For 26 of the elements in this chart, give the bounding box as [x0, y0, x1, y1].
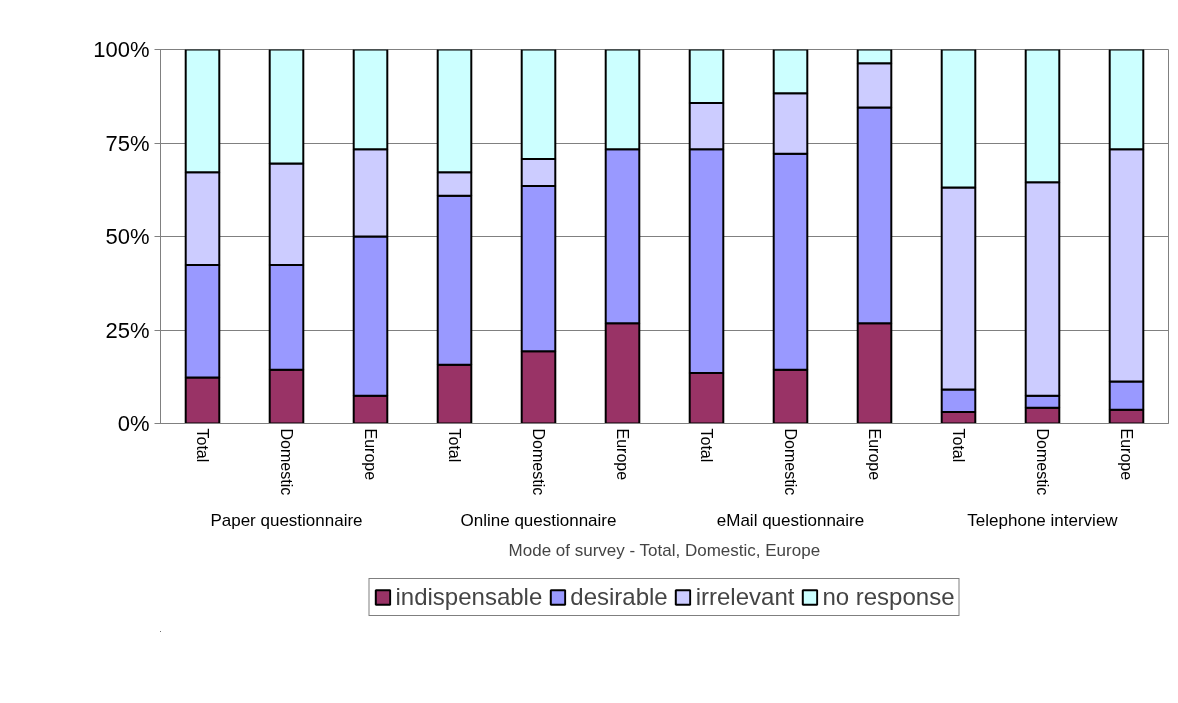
- x-tick-label: Total: [698, 428, 715, 463]
- legend-label: desirable: [570, 583, 668, 611]
- x-tick-label: Domestic: [782, 428, 799, 496]
- y-tick-label: 0%: [117, 411, 150, 436]
- x-tick-label: Europe: [866, 428, 883, 481]
- text: Paper questionnaire: [210, 510, 363, 530]
- x-tick-label: Domestic: [1034, 428, 1051, 496]
- text: eMail questionnaire: [716, 510, 865, 530]
- y-tick-label: 50%: [105, 224, 150, 249]
- text: Telephone interview: [967, 510, 1119, 530]
- x-tick-label: Domestic: [530, 428, 547, 496]
- y-tick-label: 100%: [93, 37, 150, 62]
- text: Online questionnaire: [460, 510, 617, 530]
- x-tick-label: Total: [950, 428, 967, 463]
- x-tick-label: Europe: [614, 428, 631, 481]
- y-tick-label: 25%: [105, 317, 150, 343]
- x-tick-label: Europe: [362, 428, 379, 481]
- legend-label: irrelevant: [695, 583, 795, 611]
- x-tick-label: Total: [194, 428, 211, 463]
- x-tick-label: Total: [446, 428, 463, 463]
- legend-label: no response: [822, 583, 955, 611]
- x-tick-label: Domestic: [278, 428, 295, 496]
- x-tick-label: Europe: [1118, 428, 1135, 481]
- x-axis-title: Mode of survey - Total, Domestic, Europe: [508, 540, 821, 560]
- y-tick-label: 75%: [105, 130, 150, 156]
- legend-label: indispensable: [395, 583, 543, 611]
